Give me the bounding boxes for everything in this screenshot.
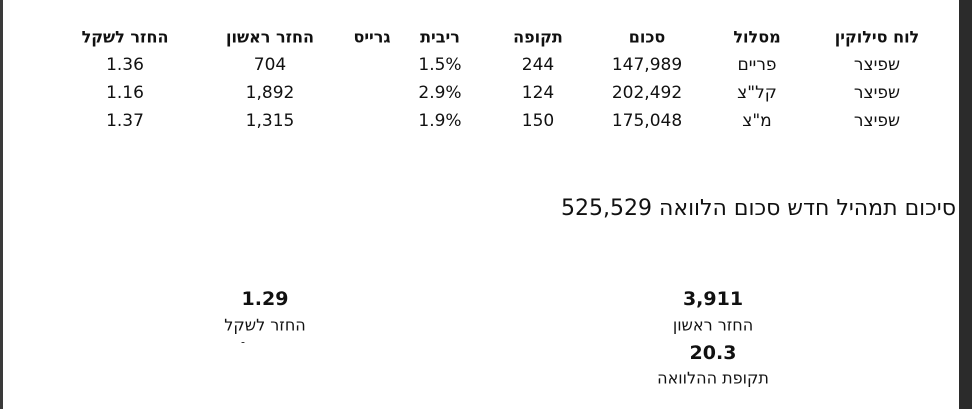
table-cell: 704: [253, 55, 287, 75]
summary-label: סיכום תמהיל חדש סכום הלוואה: [658, 196, 956, 221]
table-cell: 2.9%: [418, 83, 462, 103]
table-cell: 147,989: [611, 55, 683, 75]
table-cell: שפיצר: [853, 111, 901, 131]
table-cell: 202,492: [611, 83, 683, 103]
table-cell: 175,048: [611, 111, 683, 131]
table-cell: 1.37: [106, 111, 144, 131]
table-cell: 244: [521, 55, 555, 75]
table-cell: 1.36: [106, 55, 144, 75]
stat-label: החזר ראשון: [672, 315, 754, 335]
window-edge: [0, 0, 3, 409]
column-header: סכום: [628, 27, 666, 47]
column-header: תקופה: [513, 27, 563, 47]
table-cell: 1.9%: [418, 111, 462, 131]
window-edge: [959, 0, 972, 409]
summary: סיכום תמהיל חדש סכום הלוואה 525,529: [561, 196, 956, 221]
summary-value: 525,529: [561, 196, 652, 221]
table-cell: 1,892: [245, 83, 295, 103]
stat-value: 20.3: [689, 342, 737, 364]
table-cell: שפיצר: [853, 55, 901, 75]
stat-value: 3,911: [682, 288, 744, 310]
table-cell: 150: [521, 111, 555, 131]
table-cell: 1.5%: [418, 55, 462, 75]
table-cell: 1,315: [245, 111, 295, 131]
column-header: מסלול: [733, 27, 781, 47]
table-cell: מ"צ: [742, 111, 772, 131]
stat-label: תקופת ההלוואה: [657, 368, 769, 388]
table-cell: 1.16: [106, 83, 144, 103]
stat-value: 1.29: [241, 288, 289, 310]
column-header: החזר ראשון: [226, 27, 314, 47]
column-header: גרייס: [353, 27, 391, 47]
table-cell: שפיצר: [853, 83, 901, 103]
table-cell: פריים: [737, 55, 777, 75]
table-cell: 124: [521, 83, 555, 103]
stat-note: -: [241, 335, 245, 349]
table-cell: קל"צ: [737, 83, 777, 103]
column-header: לוח סילוקין: [834, 27, 920, 47]
column-header: ריבית: [420, 27, 460, 47]
stat-label: החזר לשקל: [224, 315, 306, 335]
column-header: החזר לשקל: [81, 27, 169, 47]
